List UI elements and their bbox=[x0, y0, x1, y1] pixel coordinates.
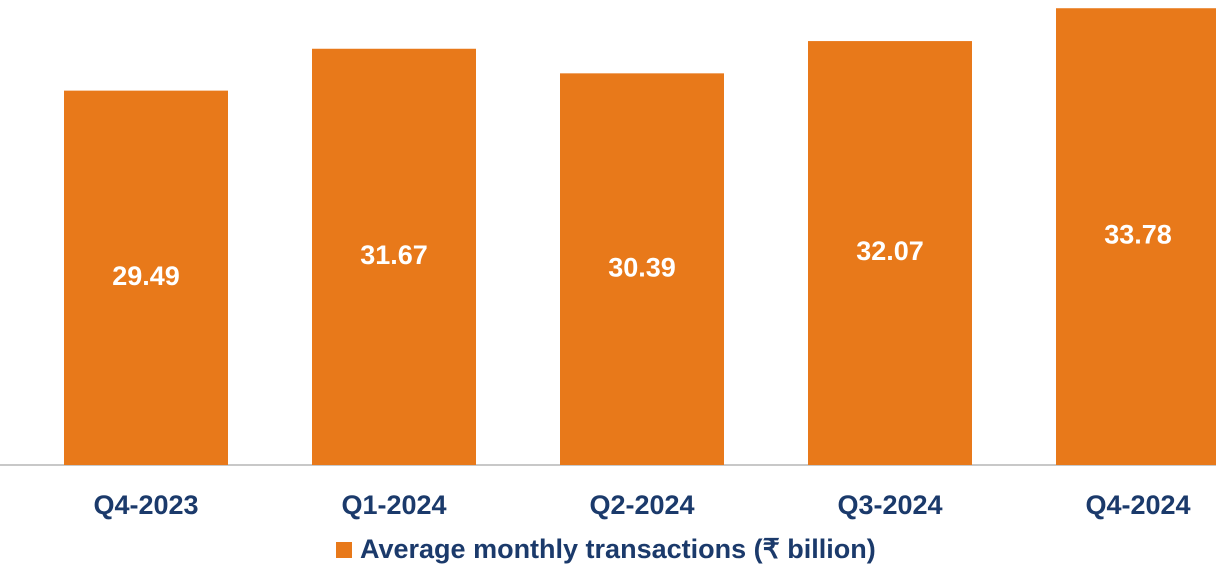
bar bbox=[808, 41, 972, 465]
legend-label: Average monthly transactions (₹ billion) bbox=[360, 534, 876, 564]
x-tick-label: Q4-2024 bbox=[1085, 490, 1190, 520]
legend-swatch bbox=[336, 542, 352, 558]
data-label: 29.49 bbox=[112, 261, 180, 291]
data-label: 31.67 bbox=[360, 240, 428, 270]
x-tick-label: Q2-2024 bbox=[589, 490, 694, 520]
x-tick-label: Q1-2024 bbox=[341, 490, 446, 520]
x-tick-label: Q3-2024 bbox=[837, 490, 942, 520]
bar bbox=[1056, 8, 1216, 466]
x-tick-label: Q4-2023 bbox=[93, 490, 198, 520]
bar bbox=[64, 90, 228, 466]
data-label: 33.78 bbox=[1104, 220, 1172, 250]
bar bbox=[312, 48, 476, 465]
bar bbox=[560, 73, 724, 465]
data-label: 30.39 bbox=[608, 252, 676, 282]
data-label: 32.07 bbox=[856, 236, 924, 266]
